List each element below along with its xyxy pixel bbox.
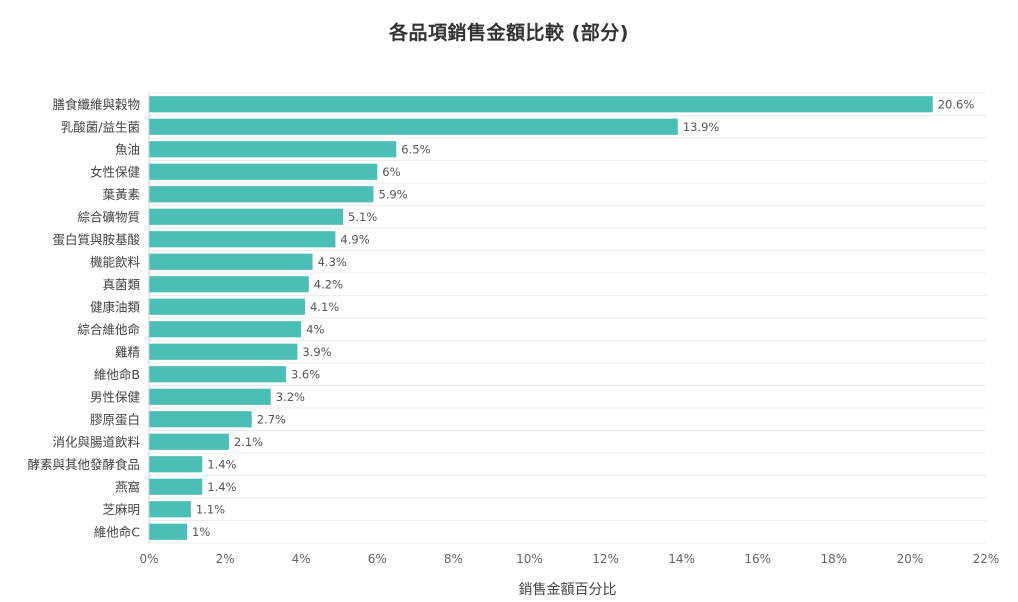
x-tick-label: 18% xyxy=(820,552,847,566)
bar xyxy=(149,186,374,203)
x-tick-label: 16% xyxy=(744,552,771,566)
data-label: 1.1% xyxy=(196,502,225,516)
bar xyxy=(149,343,298,360)
data-label: 3.2% xyxy=(276,390,305,404)
data-label: 13.9% xyxy=(683,120,720,134)
data-label: 4.1% xyxy=(310,300,339,314)
category-label: 乳酸菌/益生菌 xyxy=(61,119,140,134)
category-label: 雞精 xyxy=(115,344,140,359)
bar xyxy=(149,118,678,135)
labels-layer: 膳食纖維與穀物 20.6% 乳酸菌/益生菌 13.9% 魚油 6.5% 女性保健 6% 葉黃素 5… xyxy=(27,97,974,540)
grid-layer xyxy=(149,92,986,544)
bar xyxy=(149,96,933,113)
bar xyxy=(149,478,203,495)
x-tick-label: 0% xyxy=(139,552,158,566)
data-label: 3.6% xyxy=(291,367,320,381)
bar xyxy=(149,253,313,270)
bar xyxy=(149,501,191,518)
data-label: 4% xyxy=(306,322,324,336)
data-label: 4.9% xyxy=(340,232,369,246)
category-label: 膠原蛋白 xyxy=(90,412,140,427)
x-tick-label: 6% xyxy=(368,552,387,566)
x-tick-label: 14% xyxy=(668,552,695,566)
bar xyxy=(149,411,252,428)
category-label: 燕窩 xyxy=(115,479,140,494)
category-label: 魚油 xyxy=(115,142,140,157)
category-label: 芝麻明 xyxy=(102,502,140,517)
category-label: 綜合礦物質 xyxy=(77,209,140,224)
bars-layer xyxy=(149,96,933,540)
data-label: 4.2% xyxy=(314,277,343,291)
data-label: 2.7% xyxy=(257,412,286,426)
x-tick-label: 2% xyxy=(216,552,235,566)
x-tick-label: 4% xyxy=(292,552,311,566)
bar xyxy=(149,366,286,383)
data-label: 5.1% xyxy=(348,210,377,224)
category-label: 機能飲料 xyxy=(90,254,141,269)
x-tick-label: 10% xyxy=(516,552,543,566)
data-label: 4.3% xyxy=(318,255,347,269)
category-label: 維他命B xyxy=(94,367,140,382)
x-tick-label: 8% xyxy=(444,552,463,566)
category-label: 酵素與其他發酵食品 xyxy=(27,457,140,472)
category-label: 膳食纖維與穀物 xyxy=(52,97,140,112)
category-label: 真菌類 xyxy=(102,277,140,292)
x-axis-title: 銷售金額百分比 xyxy=(519,582,617,598)
data-label: 1% xyxy=(192,525,210,539)
bar xyxy=(149,208,344,225)
data-label: 6% xyxy=(382,165,400,179)
data-label: 6.5% xyxy=(401,142,430,156)
bar xyxy=(149,523,188,540)
bar xyxy=(149,388,271,405)
bar xyxy=(149,231,336,248)
category-label: 綜合維他命 xyxy=(77,322,140,337)
bar xyxy=(149,456,203,473)
category-label: 男性保健 xyxy=(90,389,141,404)
bar xyxy=(149,433,229,450)
data-label: 20.6% xyxy=(938,97,975,111)
x-tick-label: 20% xyxy=(897,552,924,566)
bar xyxy=(149,163,378,180)
bar xyxy=(149,276,309,293)
category-label: 維他命C xyxy=(94,524,141,539)
bar xyxy=(149,298,305,315)
bar xyxy=(149,141,397,158)
data-label: 1.4% xyxy=(207,480,236,494)
category-label: 葉黃素 xyxy=(102,187,140,202)
category-label: 蛋白質與胺基酸 xyxy=(52,232,140,247)
data-label: 2.1% xyxy=(234,435,263,449)
x-tick-label: 22% xyxy=(973,552,1000,566)
chart-title: 各品項銷售金額比較 (部分) xyxy=(389,22,629,44)
category-label: 消化與腸道飲料 xyxy=(52,434,140,449)
data-label: 1.4% xyxy=(207,457,236,471)
bar xyxy=(149,321,302,338)
x-axis: 0% 2% 4% 6% 8% 10% 12% 14% 16% 18% 20% 22% xyxy=(139,93,999,566)
data-label: 3.9% xyxy=(302,345,331,359)
category-label: 女性保健 xyxy=(90,164,141,179)
x-tick-label: 12% xyxy=(592,552,619,566)
category-label: 健康油類 xyxy=(90,299,141,314)
data-label: 5.9% xyxy=(378,187,407,201)
